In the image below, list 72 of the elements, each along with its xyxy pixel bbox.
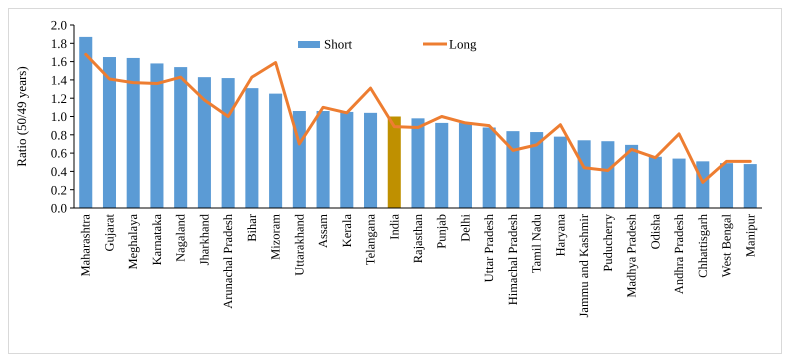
bar [530, 132, 544, 208]
x-tick-label: Karnataka [150, 214, 164, 266]
bar [222, 78, 235, 208]
bar [388, 116, 401, 208]
y-tick-label: 1.8 [50, 36, 67, 51]
x-tick-label: Rajasthan [411, 213, 425, 264]
x-tick-label: Telangana [364, 214, 378, 266]
bar [578, 140, 591, 208]
x-tick-label: Jammu and Kashmir [577, 213, 592, 318]
x-tick-label: Arunachal Pradesh [221, 213, 236, 309]
bar [625, 144, 638, 208]
bar [482, 127, 496, 208]
x-tick-label: Odisha [648, 214, 662, 250]
bar [245, 88, 258, 208]
bar [292, 111, 306, 208]
x-tick-label: Punjab [434, 214, 449, 249]
bar [411, 118, 425, 208]
x-tick-label: Manipur [743, 213, 758, 258]
bar [458, 122, 472, 208]
y-tick-label: 1.4 [50, 72, 68, 88]
x-tick-label: Kerala [340, 214, 354, 248]
x-tick-label: Delhi [458, 213, 472, 242]
bar [102, 57, 116, 208]
bar [435, 122, 448, 208]
y-tick-label: 1.2 [50, 90, 67, 106]
bar [672, 158, 686, 208]
bar [79, 36, 92, 208]
x-tick-label: Nagaland [174, 213, 188, 262]
x-tick-label: Madhya Pradesh [624, 213, 639, 298]
bar [150, 63, 164, 208]
y-tick-label: 2.0 [50, 18, 67, 33]
y-tick-label: 0.4 [50, 164, 68, 179]
x-tick-label: Tamil Nadu [530, 213, 544, 274]
y-tick-label: 0.0 [50, 200, 67, 216]
x-tick-label: Assam [316, 214, 330, 248]
x-tick-label: Uttar Pradesh [482, 213, 496, 282]
legend-label: Long [449, 36, 477, 52]
x-tick-label: Chhattisgarh [696, 213, 710, 278]
bar [174, 67, 188, 208]
bar [126, 58, 140, 208]
bar [744, 164, 757, 208]
y-tick-label: 1.6 [50, 54, 68, 70]
x-tick-label: Uttarakhand [292, 213, 306, 276]
y-tick-label: 0.6 [50, 146, 68, 161]
y-tick-label: 1.0 [50, 109, 67, 124]
x-tick-label: Andhra Pradesh [672, 213, 686, 294]
x-tick-label: Maharashtra [78, 214, 93, 276]
bar [648, 156, 662, 208]
x-tick-label: Bihar [244, 213, 259, 242]
bar [340, 112, 354, 208]
x-tick-label: Haryana [553, 214, 568, 256]
y-tick-label: 0.2 [50, 182, 67, 198]
x-tick-label: Jharkhand [197, 213, 212, 266]
bar [316, 111, 330, 208]
bar [269, 94, 282, 208]
bar [506, 131, 520, 208]
x-tick-label: Gujarat [102, 213, 116, 252]
bar [554, 136, 567, 208]
y-axis-title: Ratio (50/49 years) [14, 66, 29, 167]
x-tick-label: West Bengal [720, 213, 734, 278]
line-series [84, 52, 752, 184]
x-tick-label: Himachal Pradesh [506, 213, 520, 306]
y-tick-label: 0.8 [50, 127, 67, 142]
bar [720, 163, 734, 208]
x-tick-label: Meghalaya [126, 214, 140, 270]
bar [198, 77, 211, 208]
bar [364, 112, 378, 208]
x-tick-label: Mizoram [268, 214, 283, 260]
bar [601, 141, 614, 208]
legend-label: Short [324, 36, 353, 52]
x-tick-label: India [387, 214, 402, 240]
x-tick-label: Puducherry [600, 213, 615, 272]
